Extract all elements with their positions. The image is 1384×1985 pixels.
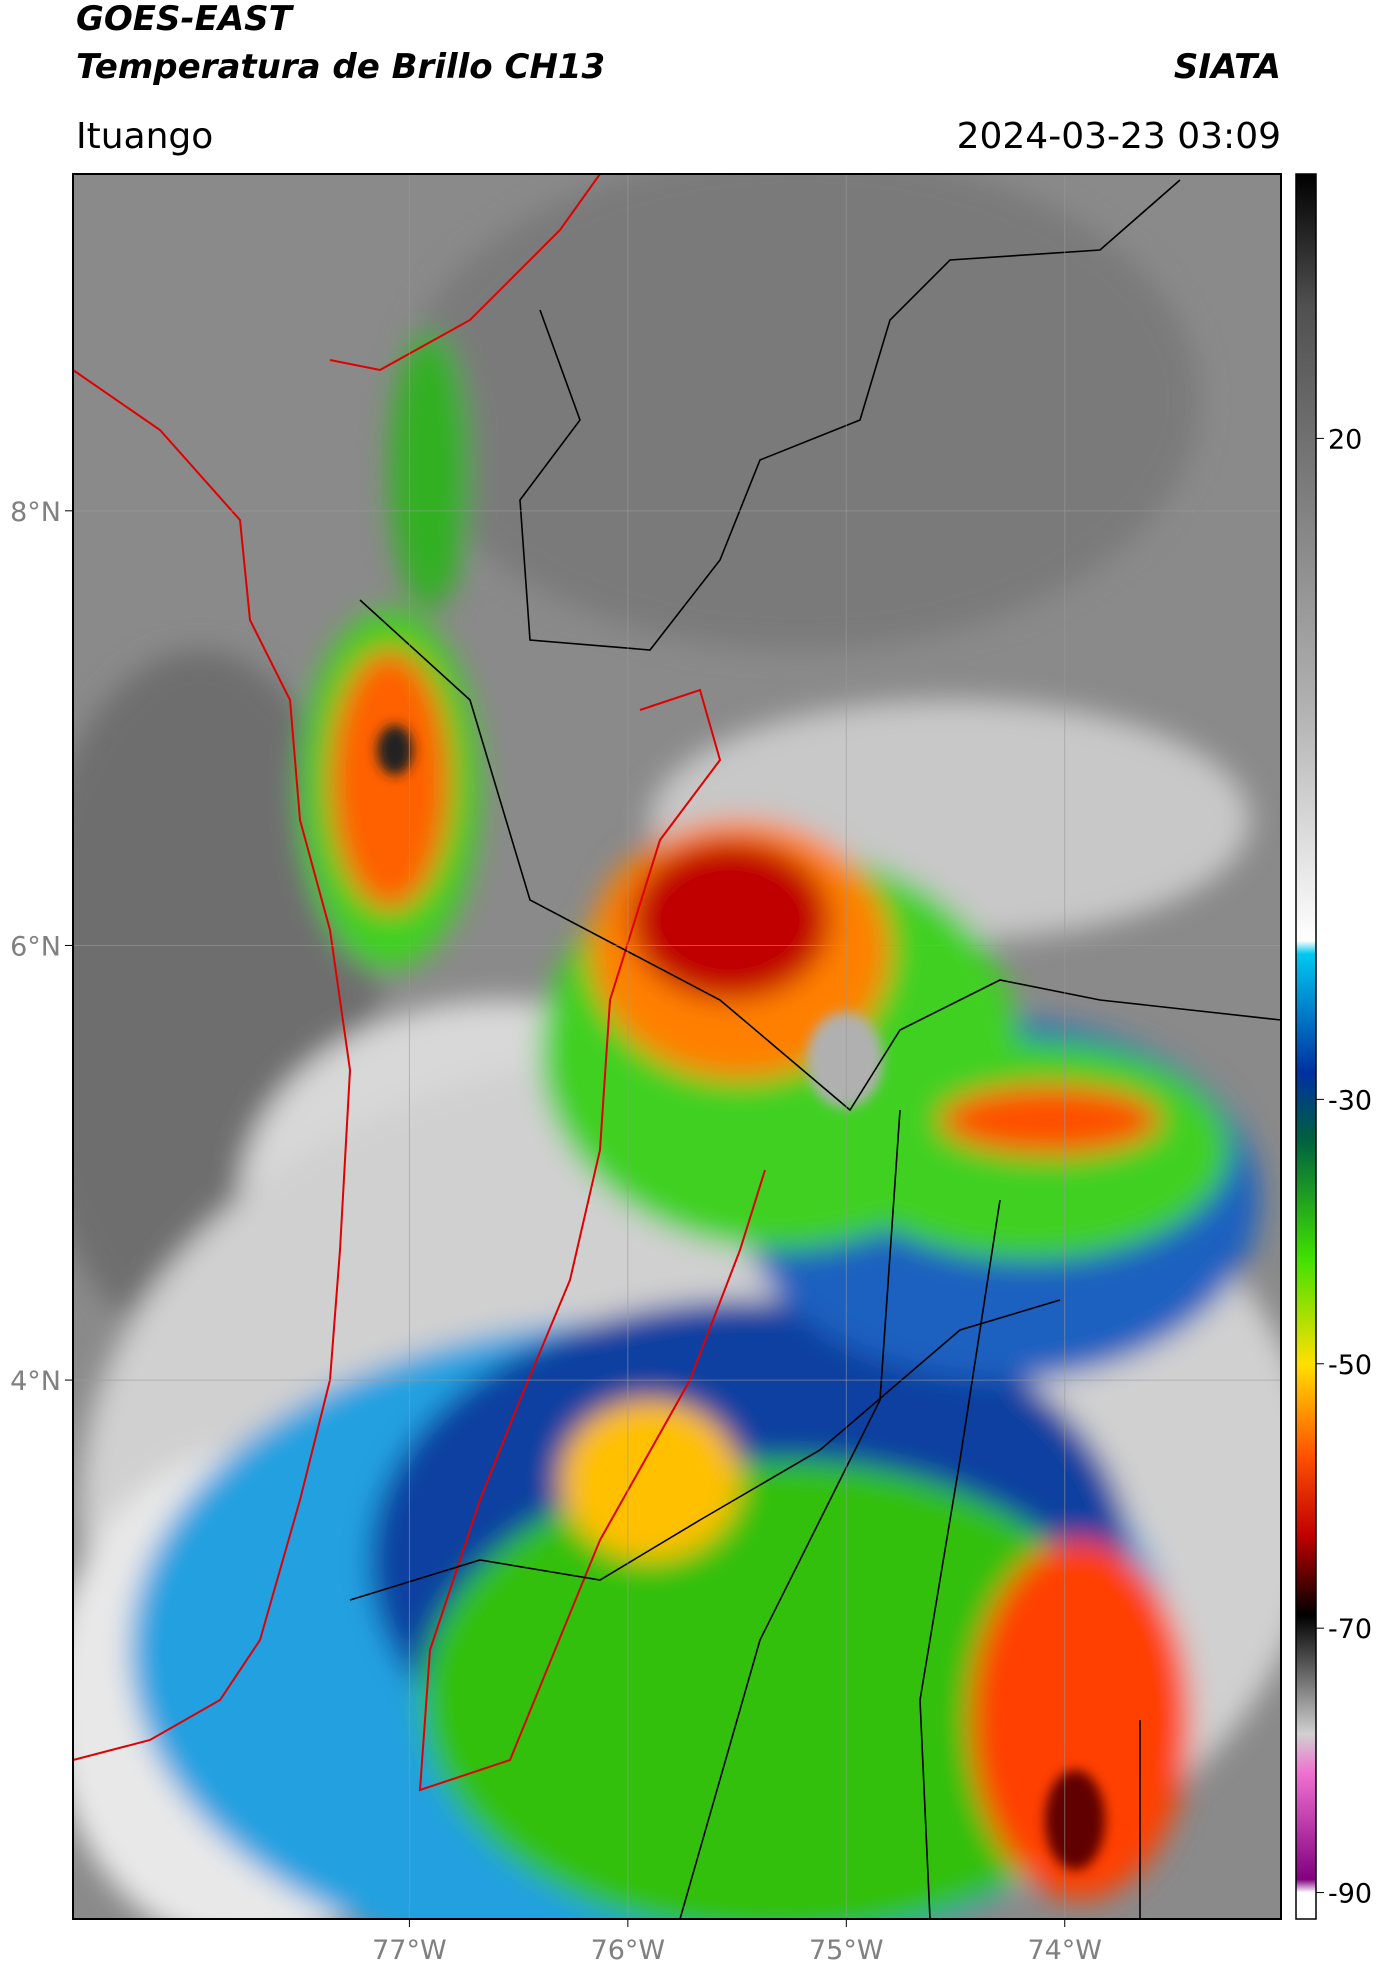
y-tick-label: 4°N xyxy=(10,1366,61,1397)
colorbar-tick-label: -90 xyxy=(1328,1879,1372,1910)
colorbar-tick-label: -30 xyxy=(1328,1085,1372,1116)
x-tick-label: 75°W xyxy=(809,1935,884,1966)
colorbar-tick-label: -70 xyxy=(1328,1614,1372,1645)
map-frame xyxy=(72,173,1282,1920)
brand: SIATA xyxy=(1174,47,1281,87)
colorbar-tick-label: -50 xyxy=(1328,1350,1372,1381)
y-tick-label: 6°N xyxy=(10,931,61,962)
satellite-image xyxy=(73,174,1281,1919)
subtitle: Temperatura de Brillo CH13 xyxy=(76,47,605,87)
x-tick-label: 77°W xyxy=(372,1935,447,1966)
colorbar-tick-label: 20 xyxy=(1328,424,1362,455)
x-tick-label: 76°W xyxy=(591,1935,666,1966)
y-tick-label: 8°N xyxy=(10,497,61,528)
location: Ituango xyxy=(76,116,213,157)
title: GOES-EAST xyxy=(76,0,295,39)
x-tick-label: 74°W xyxy=(1027,1935,1102,1966)
colorbar xyxy=(1295,173,1317,1920)
datetime: 2024-03-23 03:09 xyxy=(957,116,1281,157)
